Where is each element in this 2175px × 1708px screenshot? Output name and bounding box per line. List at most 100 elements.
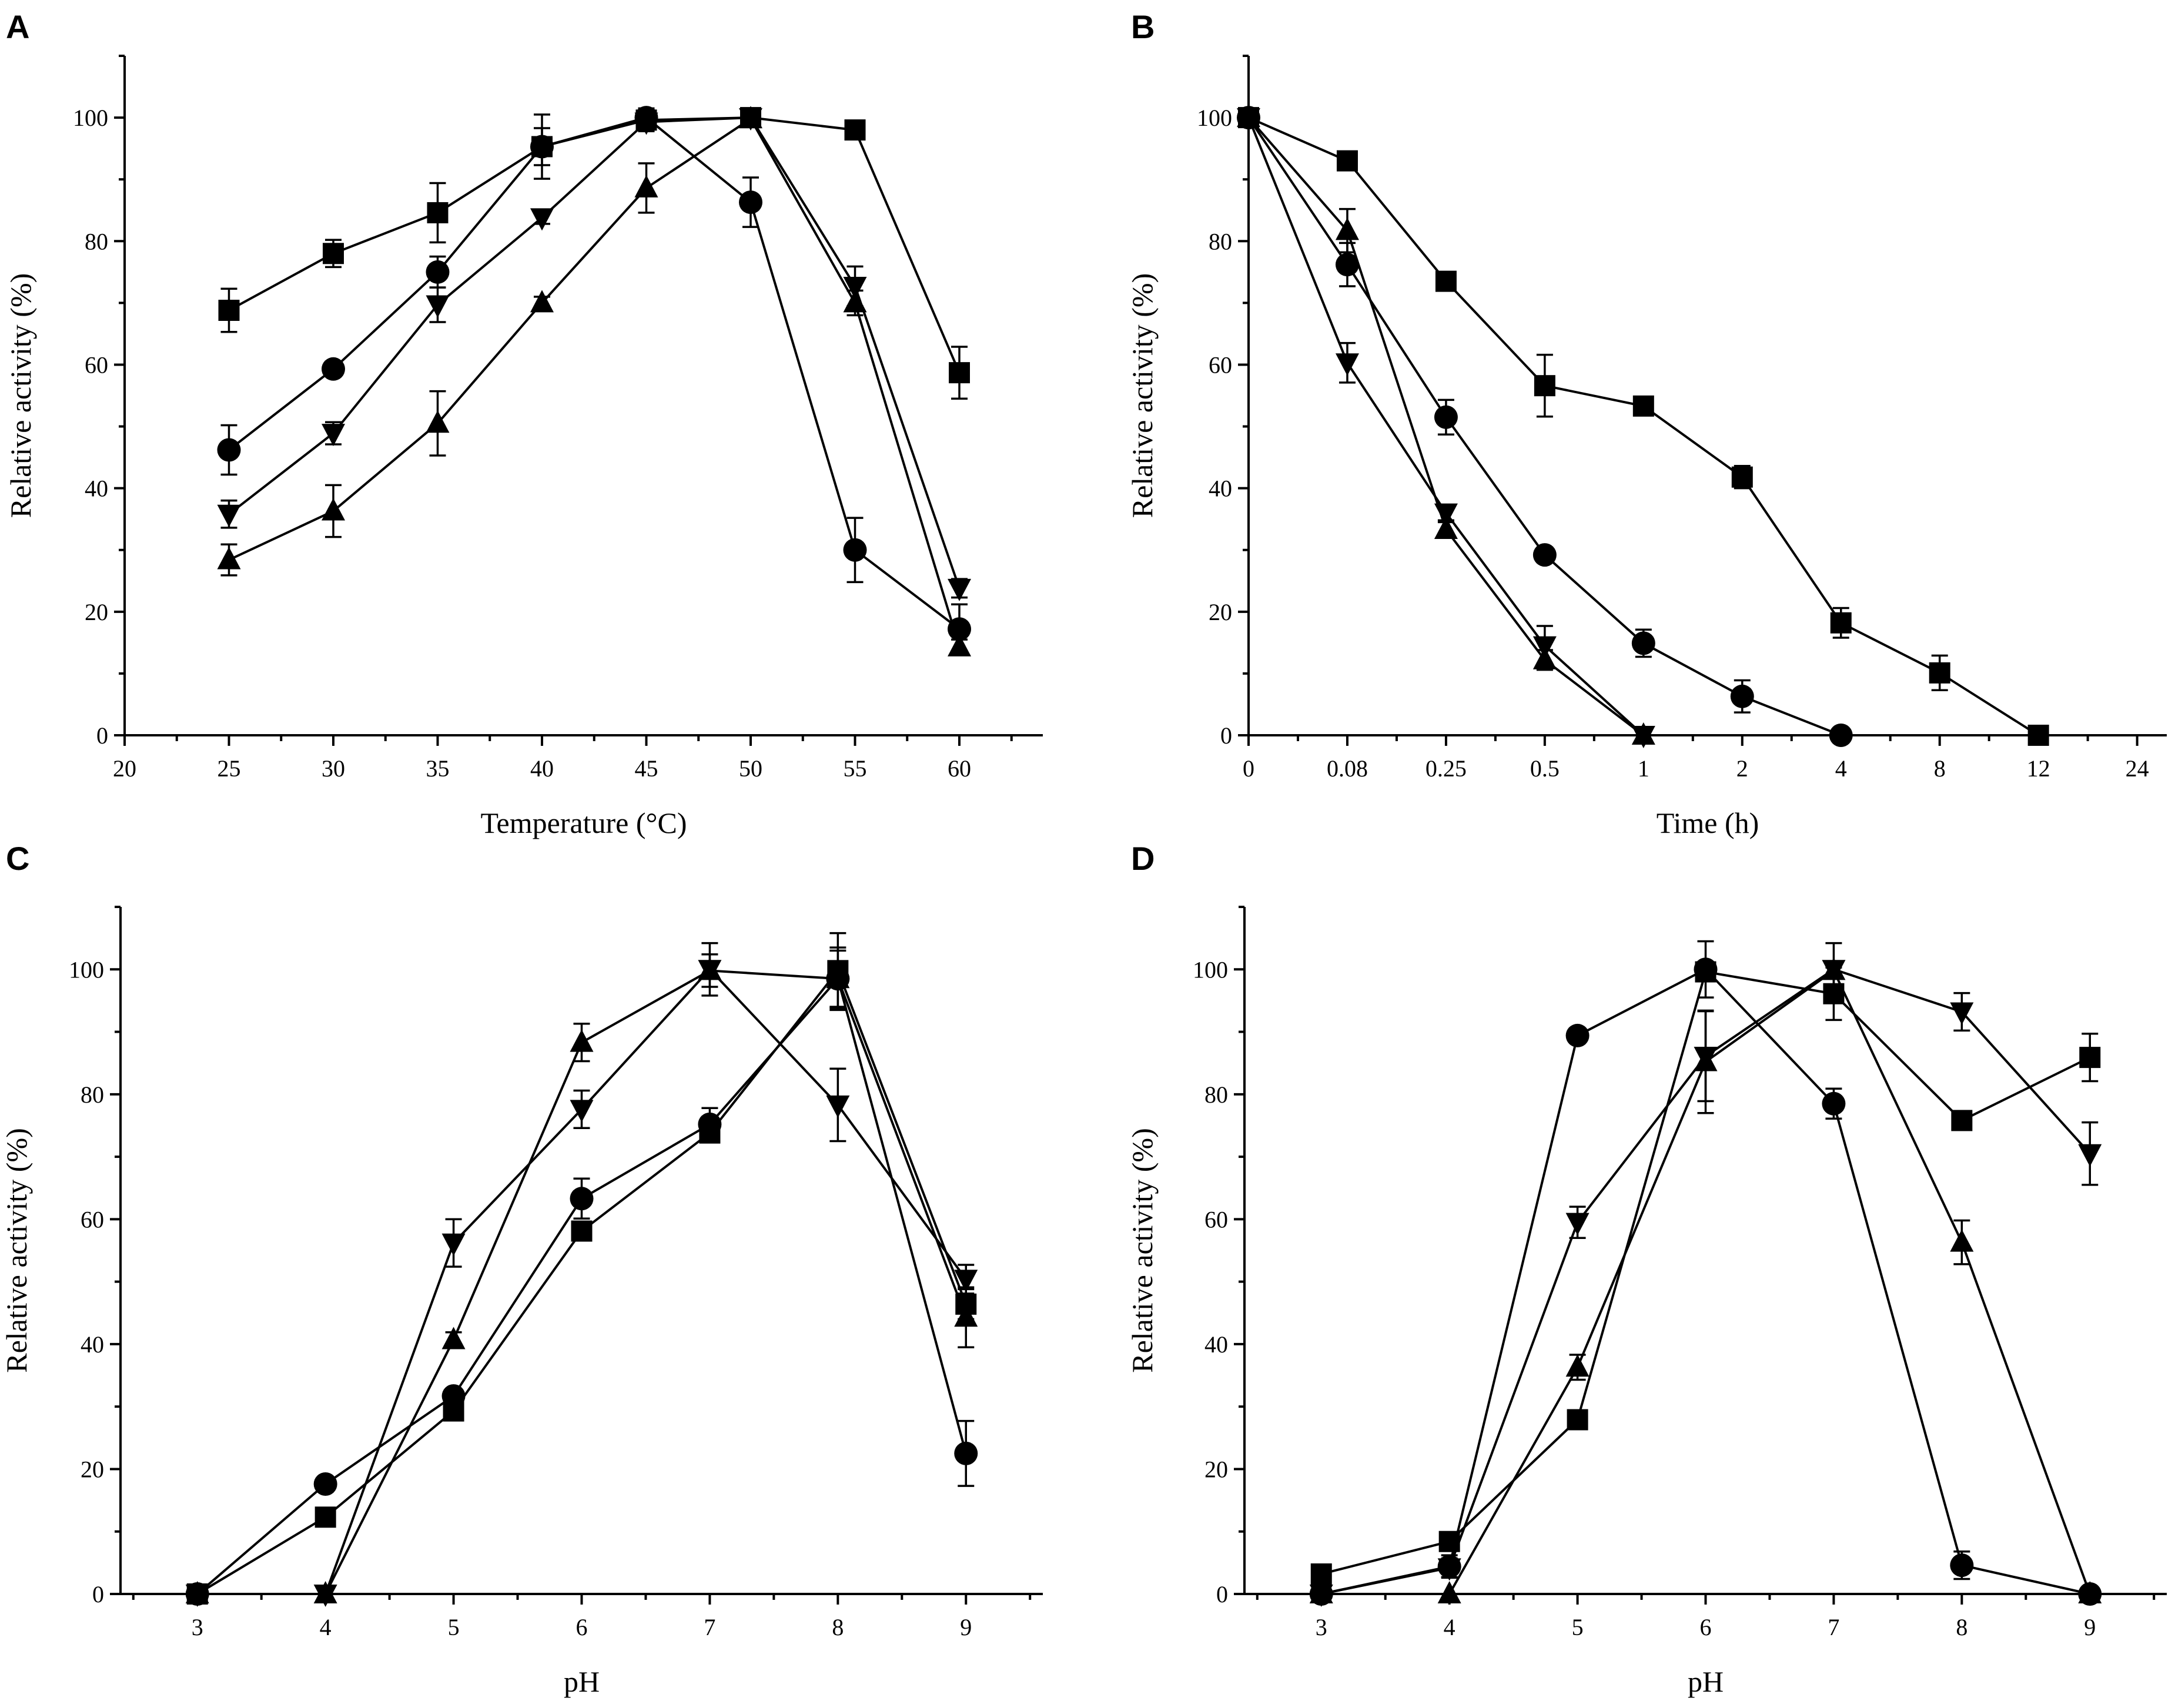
- y-tick-label-a: 20: [85, 599, 108, 625]
- x-axis-title-c: pH: [564, 1665, 600, 1698]
- point-triangle-up-a: [217, 547, 241, 570]
- series-circle-b: [1237, 106, 1853, 747]
- series-triangle-up-a: [217, 106, 971, 657]
- y-tick-label-d: 0: [1216, 1581, 1228, 1607]
- point-triangle-down-a: [843, 276, 867, 299]
- x-tick-label-a: 40: [530, 755, 554, 782]
- y-axis-title-b: Relative activity (%): [1126, 273, 1159, 518]
- point-triangle-up-d: [1309, 1581, 1333, 1603]
- point-square-b: [1435, 270, 1457, 292]
- point-triangle-up-c: [570, 1029, 594, 1052]
- x-tick-label-b: 0: [1243, 755, 1254, 782]
- point-triangle-down-c: [570, 1100, 594, 1123]
- x-tick-label-a: 45: [635, 755, 658, 782]
- point-circle-a: [530, 135, 554, 159]
- point-triangle-down-c: [954, 1270, 978, 1292]
- y-tick-label-d: 40: [1204, 1331, 1228, 1358]
- panel-letter-d: D: [1131, 840, 1155, 877]
- point-triangle-up-d: [1950, 1229, 1974, 1252]
- y-tick-label-d: 80: [1204, 1081, 1228, 1108]
- point-triangle-down-d: [1950, 1002, 1974, 1025]
- point-triangle-up-d: [1437, 1581, 1461, 1603]
- y-tick-label-a: 40: [85, 475, 108, 502]
- y-tick-label-a: 0: [96, 722, 108, 749]
- x-tick-label-c: 3: [192, 1614, 203, 1640]
- y-tick-label-a: 80: [85, 228, 108, 254]
- point-square-d: [2079, 1047, 2101, 1069]
- panel-c: C 0 20 40 60 80 100 3 4 5 6 7 8 9 pH Relative activity …: [0, 840, 1043, 1698]
- y-tick-label-b: 100: [1197, 105, 1232, 131]
- point-triangle-up-d: [1694, 1049, 1718, 1071]
- y-axis-title-a: Relative activity (%): [4, 273, 37, 518]
- x-tick-label-b: 8: [1934, 755, 1946, 782]
- point-triangle-up-c: [313, 1581, 337, 1603]
- x-tick-label-a: 55: [844, 755, 867, 782]
- y-axis-title-d: Relative activity (%): [1126, 1128, 1159, 1373]
- x-tick-label-d: 4: [1444, 1614, 1455, 1640]
- point-circle-a: [217, 438, 241, 462]
- point-triangle-down-c: [441, 1233, 466, 1256]
- y-axis-title-c: Relative activity (%): [0, 1128, 33, 1373]
- point-square-c: [314, 1506, 336, 1528]
- y-tick-label-a: 60: [85, 351, 108, 378]
- x-tick-label-b: 0.25: [1426, 755, 1467, 782]
- point-triangle-up-a: [843, 290, 867, 313]
- point-square-b: [1534, 375, 1555, 397]
- point-circle-a: [322, 357, 345, 381]
- x-tick-label-d: 6: [1700, 1614, 1712, 1640]
- point-triangle-down-a: [426, 295, 450, 318]
- point-square-a: [323, 243, 344, 264]
- point-square-b: [1632, 395, 1654, 417]
- point-circle-b: [1730, 684, 1754, 708]
- point-triangle-up-b: [1335, 217, 1359, 240]
- point-square-b: [1731, 466, 1753, 488]
- x-tick-label-b: 0.08: [1327, 755, 1368, 782]
- point-triangle-up-a: [739, 106, 762, 129]
- point-square-d: [1567, 1409, 1588, 1431]
- point-square-a: [949, 362, 970, 384]
- y-tick-label-d: 100: [1193, 956, 1228, 983]
- series-triangle-down-a: [217, 108, 971, 601]
- x-axis-title-a: Temperature (°C): [480, 806, 687, 839]
- series-line-triangle-up-c: [197, 969, 968, 1595]
- point-triangle-down-a: [530, 208, 554, 231]
- series-line-circle-c: [196, 976, 968, 1595]
- point-triangle-up-a: [530, 290, 554, 313]
- point-triangle-up-c: [185, 1581, 209, 1603]
- series-line-circle-a: [228, 116, 961, 630]
- point-triangle-up-b: [1434, 517, 1458, 540]
- point-triangle-up-a: [634, 175, 658, 197]
- point-triangle-up-b: [1631, 722, 1655, 745]
- x-tick-label-c: 5: [448, 1614, 460, 1640]
- point-triangle-up-c: [698, 957, 722, 980]
- point-triangle-up-d: [2078, 1581, 2102, 1603]
- point-circle-c: [570, 1187, 594, 1211]
- x-tick-label-b: 24: [2126, 755, 2149, 782]
- y-tick-label-b: 20: [1209, 599, 1232, 625]
- x-tick-label-c: 4: [320, 1614, 332, 1640]
- y-tick-label-c: 80: [81, 1081, 104, 1108]
- y-tick-label-b: 40: [1209, 475, 1232, 502]
- point-triangle-up-c: [826, 966, 850, 989]
- x-tick-label-d: 3: [1316, 1614, 1327, 1640]
- x-tick-label-b: 2: [1736, 755, 1748, 782]
- y-tick-label-c: 40: [81, 1331, 104, 1358]
- panel-d: D 0 20 40 60 80 100 3 4 5 6 7 8 9 pH Relative activity …: [1126, 840, 2167, 1698]
- x-tick-label-a: 30: [322, 755, 345, 782]
- point-square-a: [218, 299, 240, 321]
- point-circle-c: [698, 1112, 722, 1136]
- point-circle-d: [1694, 957, 1718, 982]
- x-tick-label-d: 9: [2084, 1614, 2096, 1640]
- series-triangle-up-d: [1309, 957, 2102, 1603]
- point-triangle-down-c: [826, 1095, 850, 1118]
- x-tick-label-c: 9: [960, 1614, 972, 1640]
- point-triangle-up-b: [1237, 105, 1260, 128]
- point-triangle-up-c: [441, 1327, 466, 1349]
- point-triangle-down-d: [1565, 1213, 1590, 1235]
- point-triangle-down-a: [948, 578, 971, 601]
- x-tick-label-a: 25: [218, 755, 241, 782]
- point-triangle-down-a: [634, 112, 658, 135]
- point-triangle-up-a: [322, 498, 345, 521]
- series-line-triangle-up-a: [228, 117, 961, 648]
- point-square-a: [844, 119, 866, 141]
